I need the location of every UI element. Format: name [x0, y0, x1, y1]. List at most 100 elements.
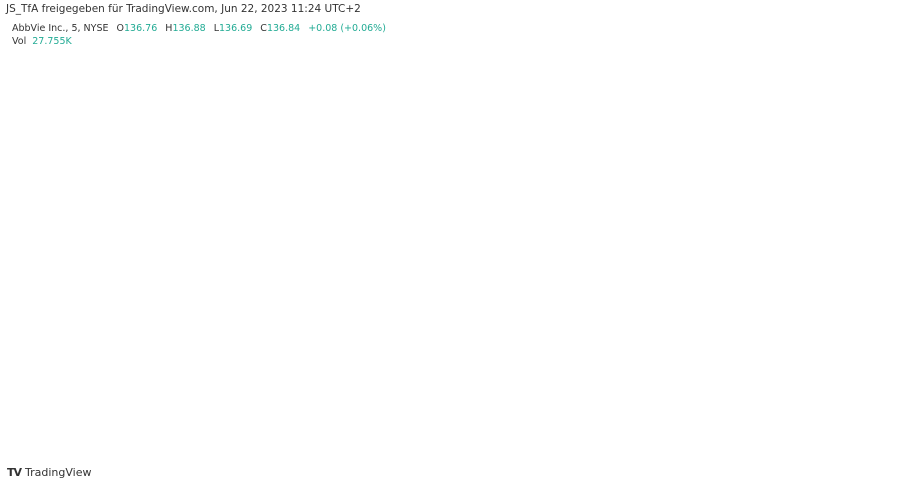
volume-bar: [743, 432, 758, 439]
volume-bar: [372, 434, 387, 439]
volume-bar: [202, 434, 217, 439]
candle-down: [465, 211, 478, 252]
symbol-name[interactable]: AbbVie Inc., 5, NYSE: [12, 23, 109, 34]
x-tick-label: 19:00: [675, 445, 702, 456]
volume-value: 27.755K: [32, 36, 72, 47]
volume-bar: [5, 410, 16, 439]
volume-bar: [526, 436, 542, 439]
candle-up: [512, 242, 525, 269]
volume-price-label-box: [854, 418, 892, 432]
volume-bar: [495, 435, 511, 439]
volume-bar: [356, 433, 372, 439]
candle-down: [64, 222, 77, 313]
pre-tag: Pre: [838, 434, 853, 444]
volume-bar: [650, 437, 665, 439]
last-price-label-box: [856, 126, 891, 141]
volume-bar: [325, 434, 341, 439]
currency-label: USD: [861, 24, 881, 35]
candle-down: [187, 285, 200, 289]
low-value: 136.69: [219, 23, 253, 34]
candle-up: [852, 133, 855, 156]
volume-bar: [387, 434, 403, 439]
candle-down: [821, 70, 834, 90]
candle-up: [388, 227, 401, 243]
x-tick-label: 18:00: [489, 445, 516, 456]
close-value: 136.84: [266, 23, 301, 34]
x-tick-label: 17:00: [304, 445, 331, 456]
y-tick-label: 137.50: [860, 140, 893, 151]
candle-down: [836, 87, 849, 153]
volume-bar: [480, 436, 495, 439]
x-tick-label: 8: [36, 445, 43, 456]
y-tick-label: 137.60: [860, 118, 893, 129]
volume-bar: [603, 435, 619, 439]
candle-down: [419, 192, 432, 221]
candle-up: [218, 248, 231, 275]
candle-up: [589, 137, 602, 140]
volume-bar: [418, 433, 434, 439]
candle-down: [713, 96, 726, 105]
volume-bar: [125, 434, 140, 439]
candle-down: [311, 235, 324, 256]
volume-bar: [248, 431, 264, 439]
open-value: 136.76: [124, 23, 158, 34]
candle-down: [5, 288, 15, 332]
volume-bar: [155, 429, 171, 439]
symbol-tag-box: [825, 281, 857, 296]
candle-down: [682, 78, 695, 116]
tradingview-brand[interactable]: TV TradingView: [7, 466, 92, 479]
volume-bar: [294, 435, 310, 439]
volume-bar: [727, 433, 743, 439]
volume-bar: [63, 429, 78, 439]
high-label: H: [165, 23, 173, 34]
volume-bar: [341, 433, 356, 439]
candle-up: [342, 189, 355, 212]
candle-down: [481, 257, 494, 275]
candle-up: [95, 275, 108, 332]
symbol-price-label: 136.84: [857, 284, 890, 295]
y-tick-label: 137.10: [860, 227, 893, 238]
candle-down: [126, 305, 138, 334]
volume-bar: [16, 366, 32, 439]
volume-label: Vol: [12, 36, 27, 47]
y-tick-label: 136.50: [860, 358, 893, 369]
y-tick-label: 136.30: [860, 401, 893, 412]
y-tick-label: 137.70: [860, 96, 893, 107]
y-tick-label: 137.30: [860, 183, 893, 194]
close-label: C: [260, 23, 267, 34]
volume-bar: [217, 434, 233, 439]
candle-down: [265, 224, 278, 260]
volume-bar: [47, 430, 63, 439]
volume-bar: [171, 434, 186, 439]
trendline: [332, 204, 519, 298]
share-header: JS_TfA freigegeben für TradingView.com, …: [6, 3, 361, 15]
candle-up: [33, 233, 46, 258]
candle-up: [620, 113, 633, 125]
volume-bar: [186, 427, 202, 439]
y-tick-label: 137.00: [860, 249, 893, 260]
volume-bar: [449, 432, 464, 439]
y-tick-label: 136.40: [860, 380, 893, 391]
candle-up: [295, 235, 308, 254]
candle-up: [357, 172, 370, 188]
candle-down: [651, 91, 664, 99]
volume-bar: [434, 431, 449, 439]
x-tick-label: 16:30: [211, 445, 238, 456]
volume-bar: [78, 434, 94, 439]
candle-up: [774, 104, 787, 107]
candle-up: [574, 142, 587, 166]
y-tick-label: 137.20: [860, 205, 893, 216]
volume-bar: [279, 435, 294, 439]
candle-up: [604, 126, 617, 138]
x-tick-label: 19:30: [767, 445, 794, 456]
volume-bar: [542, 433, 557, 439]
volume-bar: [681, 430, 696, 439]
candle-up: [249, 227, 262, 238]
candle-up: [156, 261, 169, 345]
candle-up: [234, 240, 247, 247]
brand-name: TradingView: [25, 466, 92, 479]
candle-down: [759, 100, 772, 108]
volume-bar: [773, 431, 789, 439]
candle-down: [141, 331, 154, 341]
